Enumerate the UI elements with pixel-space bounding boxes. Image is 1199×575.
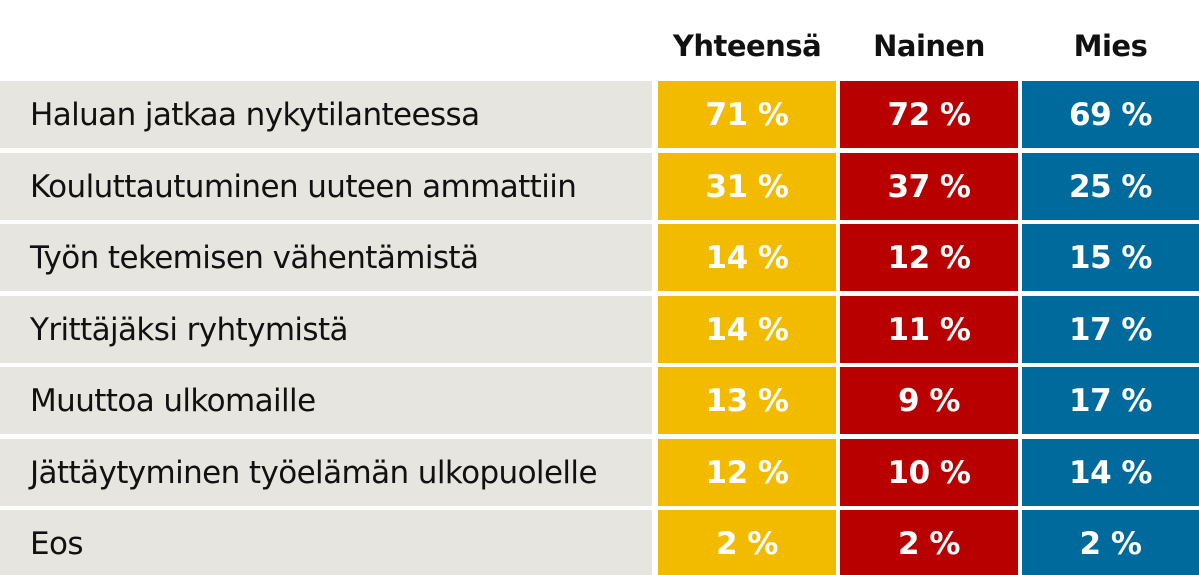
table-row: Eos 2 % 2 % 2 % [0, 510, 1199, 575]
row-label: Kouluttautuminen uuteen ammattiin [0, 153, 652, 220]
value-cell-mies: 2 % [1022, 510, 1199, 575]
table-row: Kouluttautuminen uuteen ammattiin 31 % 37 … [0, 153, 1199, 220]
row-label: Jättäytyminen työelämän ulkopuolelle [0, 439, 652, 506]
value-cell-mies: 14 % [1022, 439, 1199, 506]
value-cell-mies: 69 % [1022, 81, 1199, 148]
value-cell-nainen: 12 % [840, 224, 1018, 291]
value-cell-yhteensä: 12 % [658, 439, 836, 506]
value-cell-mies: 15 % [1022, 224, 1199, 291]
table-row: Muuttoa ulkomaille 13 % 9 % 17 % [0, 367, 1199, 434]
value-cell-yhteensä: 13 % [658, 367, 836, 434]
table-row: Yrittäjäksi ryhtymistä 14 % 11 % 17 % [0, 296, 1199, 363]
value-cell-nainen: 37 % [840, 153, 1018, 220]
column-header-1: Nainen [873, 29, 985, 63]
value-cell-mies: 17 % [1022, 367, 1199, 434]
column-header-0: Yhteensä [672, 29, 822, 63]
value-cell-nainen: 2 % [840, 510, 1018, 575]
row-label: Eos [0, 510, 652, 575]
value-cell-yhteensä: 2 % [658, 510, 836, 575]
row-label: Muuttoa ulkomaille [0, 367, 652, 434]
value-cell-mies: 25 % [1022, 153, 1199, 220]
row-label: Haluan jatkaa nykytilanteessa [0, 81, 652, 148]
table-row: Jättäytyminen työelämän ulkopuolelle 12 %… [0, 439, 1199, 506]
row-label: Työn tekemisen vähentämistä [0, 224, 652, 291]
value-cell-nainen: 9 % [840, 367, 1018, 434]
value-cell-mies: 17 % [1022, 296, 1199, 363]
value-cell-yhteensä: 71 % [658, 81, 836, 148]
value-cell-yhteensä: 14 % [658, 224, 836, 291]
value-cell-nainen: 11 % [840, 296, 1018, 363]
value-cell-nainen: 10 % [840, 439, 1018, 506]
value-cell-nainen: 72 % [840, 81, 1018, 148]
row-label: Yrittäjäksi ryhtymistä [0, 296, 652, 363]
table-row: Haluan jatkaa nykytilanteessa 71 % 72 % 69 … [0, 81, 1199, 148]
column-header-2: Mies [1073, 29, 1148, 63]
value-cell-yhteensä: 14 % [658, 296, 836, 363]
value-cell-yhteensä: 31 % [658, 153, 836, 220]
table-row: Työn tekemisen vähentämistä 14 % 12 % 15 % [0, 224, 1199, 291]
